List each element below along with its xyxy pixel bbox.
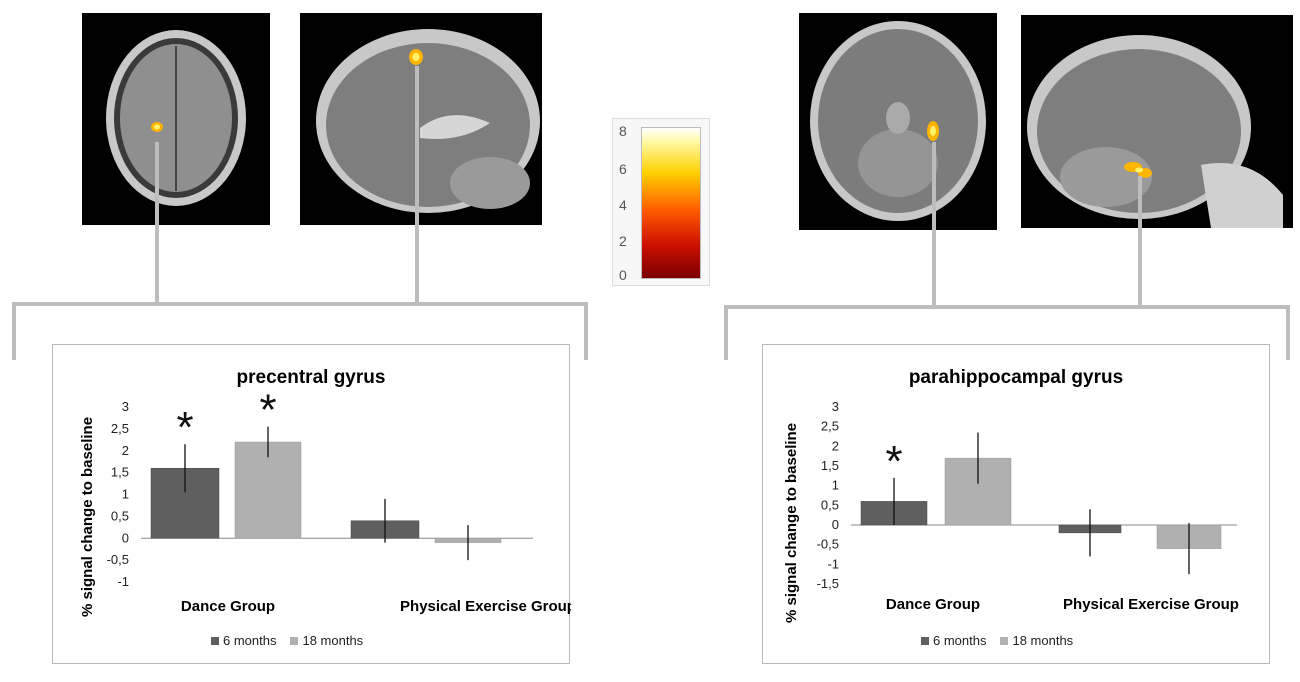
significance-star: * <box>885 437 902 486</box>
y-tick-label: -0,5 <box>107 552 129 567</box>
colorbar-tick: 8 <box>619 123 627 139</box>
brain-sagittal-precentral <box>300 13 542 225</box>
colorbar-gradient <box>641 127 701 279</box>
bar-chart-parahippocampal: 3 2,5 2 1,5 1 0,5 0 -0,5 -1 -1,5 * Dance Group Physi… <box>817 399 1239 613</box>
y-tick-label: 2 <box>832 438 839 453</box>
legend-label: 6 months <box>223 633 277 648</box>
connector-left-2 <box>415 66 419 302</box>
chart-panel-parahippocampal: parahippocampal gyrus % signal change to… <box>762 344 1270 664</box>
legend-item-6-months: 6 months <box>211 633 276 648</box>
y-tick-label: 2 <box>122 443 129 458</box>
y-tick-label: 1,5 <box>111 465 129 480</box>
y-tick-label: -0,5 <box>817 537 839 552</box>
category-label: Dance Group <box>181 598 275 615</box>
connector-left-leg-r <box>584 302 588 360</box>
legend-item-18-months: 18 months <box>1000 633 1073 648</box>
legend-label: 18 months <box>302 633 364 648</box>
y-tick-label: 3 <box>122 399 129 414</box>
significance-star: * <box>259 386 276 435</box>
y-tick-label: 0 <box>122 530 129 545</box>
connector-right-bar <box>724 305 1290 309</box>
legend: 6 months 18 months <box>921 633 1087 648</box>
brain-sagittal-parahippocampal <box>1021 15 1293 228</box>
y-tick-label: -1 <box>117 574 129 589</box>
y-tick-label: 2,5 <box>111 421 129 436</box>
legend-item-6-months: 6 months <box>921 633 986 648</box>
y-tick-label: 3 <box>832 399 839 414</box>
brain-axial-precentral-drawing <box>106 30 246 206</box>
brain-sagittal-precentral-drawing <box>316 29 540 213</box>
y-tick-label: 0,5 <box>111 508 129 523</box>
colorbar-tick: 6 <box>619 161 627 177</box>
connector-right-2 <box>1138 176 1142 307</box>
connector-right-leg-r <box>1286 305 1290 360</box>
y-tick-label: 0 <box>832 517 839 532</box>
brain-sagittal-parahippocampal-drawing <box>1027 35 1283 228</box>
colorbar-tick: 4 <box>619 197 627 213</box>
significance-star: * <box>176 403 193 452</box>
y-tick-label: -1,5 <box>817 576 839 591</box>
colorbar-tick: 0 <box>619 267 627 283</box>
y-tick-label: 1 <box>122 487 129 502</box>
connector-left-bar <box>12 302 588 306</box>
colorbar-tick: 2 <box>619 233 627 249</box>
chart-title: precentral gyrus <box>236 367 386 388</box>
y-tick-label: -1 <box>827 556 839 571</box>
legend-label: 18 months <box>1012 633 1074 648</box>
chart-panel-precentral: precentral gyrus % signal change to base… <box>52 344 571 664</box>
chart-title: parahippocampal gyrus <box>908 367 1124 388</box>
connector-right-1 <box>932 142 936 307</box>
category-label: Physical Exercise Group <box>400 598 571 615</box>
legend: 6 months 18 months <box>211 633 377 648</box>
category-label: Physical Exercise Group <box>1063 596 1239 613</box>
y-tick-label: 0,5 <box>821 497 839 512</box>
category-label: Dance Group <box>886 596 980 613</box>
bar-chart-precentral: 3 2,5 2 1,5 1 0,5 0 -0,5 -1 * * Dance Group Physical… <box>107 386 571 615</box>
brain-axial-parahippocampal-drawing <box>810 21 986 221</box>
connector-right-leg-l <box>724 305 728 360</box>
y-tick-label: 1,5 <box>821 458 839 473</box>
colorbar: 8 6 4 2 0 <box>612 118 710 286</box>
brain-axial-precentral <box>82 13 270 225</box>
y-tick-label: 2,5 <box>821 419 839 434</box>
legend-item-18-months: 18 months <box>290 633 363 648</box>
connector-left-leg-l <box>12 302 16 360</box>
y-tick-label: 1 <box>832 478 839 493</box>
connector-left-1 <box>155 142 159 302</box>
legend-label: 6 months <box>933 633 987 648</box>
brain-axial-parahippocampal <box>799 13 997 230</box>
